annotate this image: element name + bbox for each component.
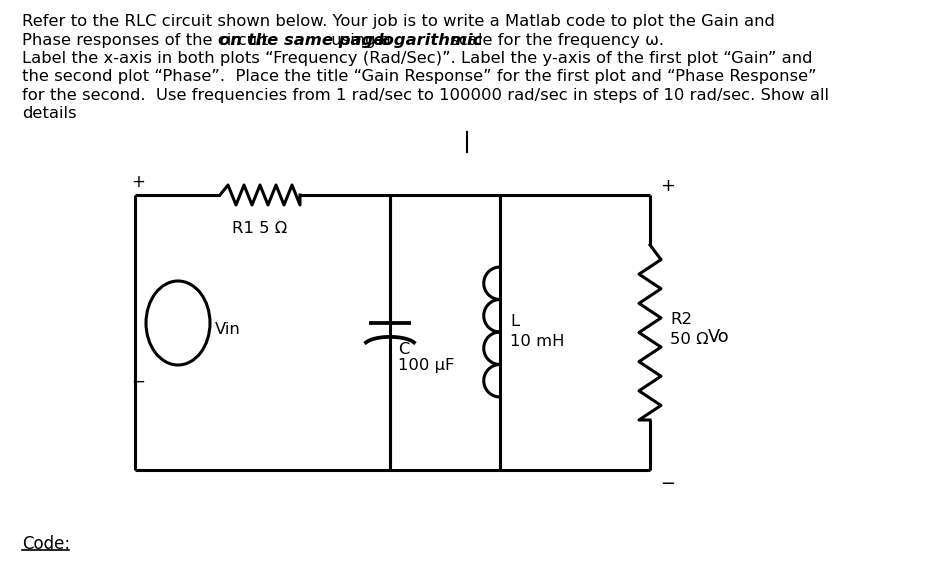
Text: Code:: Code: <box>22 535 70 553</box>
Text: −: − <box>660 475 675 493</box>
Text: the second plot “Phase”.  Place the title “Gain Response” for the first plot and: the second plot “Phase”. Place the title… <box>22 69 816 84</box>
Text: using a: using a <box>326 33 396 47</box>
Text: +: + <box>660 177 675 195</box>
Text: Vo: Vo <box>708 328 729 346</box>
Text: details: details <box>22 106 77 122</box>
Text: logarithmic: logarithmic <box>378 33 483 47</box>
Text: 100 μF: 100 μF <box>398 358 454 373</box>
Text: −: − <box>131 373 145 391</box>
Text: scale for the frequency ω.: scale for the frequency ω. <box>445 33 664 47</box>
Text: C: C <box>398 342 410 357</box>
Text: on the same page: on the same page <box>219 33 384 47</box>
Text: L: L <box>510 315 519 329</box>
Text: Refer to the RLC circuit shown below. Your job is to write a Matlab code to plot: Refer to the RLC circuit shown below. Yo… <box>22 14 775 29</box>
Text: Phase responses of the circuit: Phase responses of the circuit <box>22 33 273 47</box>
Text: 10 mH: 10 mH <box>510 334 565 350</box>
Text: Label the x-axis in both plots “Frequency (Rad/Sec)”. Label the y-axis of the fi: Label the x-axis in both plots “Frequenc… <box>22 51 813 66</box>
Text: R2: R2 <box>670 312 692 328</box>
Text: +: + <box>131 173 145 191</box>
Text: 50 Ω: 50 Ω <box>670 333 709 347</box>
Text: R1 5 Ω: R1 5 Ω <box>233 221 288 236</box>
Text: for the second.  Use frequencies from 1 rad/sec to 100000 rad/sec in steps of 10: for the second. Use frequencies from 1 r… <box>22 88 829 103</box>
Text: Vin: Vin <box>215 321 240 337</box>
